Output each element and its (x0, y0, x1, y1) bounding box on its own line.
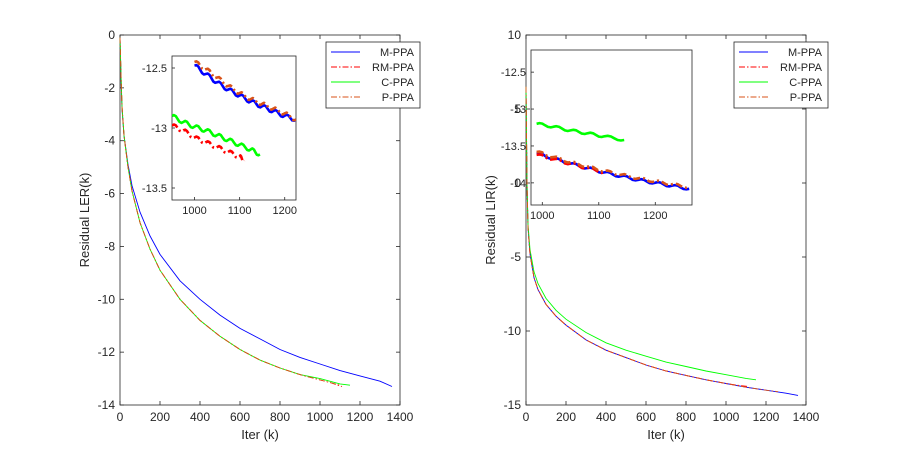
lir-chart: 0 200 400 600 800 1000 1200 1400 10 5 0 -5 -10 -15 Ite… (483, 28, 829, 442)
x-tick-label: 400 (190, 410, 210, 424)
legend-label: M-PPA (788, 47, 823, 59)
y-tick-label: 0 (108, 28, 115, 42)
y-tick-label: -10 (98, 292, 116, 306)
legend-label: RM-PPA (372, 62, 415, 74)
inset-series-c-ppa (536, 121, 625, 142)
inset-x-tick-label: 1200 (272, 205, 296, 217)
legend-label: P-PPA (790, 92, 823, 104)
inset-zoom: 1000 1100 1200 -12.5 -13 -13.5 (142, 55, 297, 217)
x-tick-label: 1000 (713, 410, 740, 424)
x-axis-label: Iter (k) (647, 427, 685, 442)
series-line-p-ppa (119, 37, 341, 386)
series-line-p-ppa (525, 86, 779, 393)
y-tick-label: -6 (104, 187, 115, 201)
inset-y-tick-label: -14 (510, 178, 526, 190)
y-tick-label: -10 (504, 324, 522, 338)
inset-x-tick-label: 1000 (530, 210, 554, 222)
y-tick-label: -14 (98, 398, 116, 412)
x-tick-label: 0 (117, 410, 124, 424)
y-tick-label: 5 (514, 102, 521, 116)
x-tick-label: 200 (150, 410, 170, 424)
x-tick-label: 400 (596, 410, 616, 424)
x-tick-label: 1200 (753, 410, 780, 424)
x-tick-label: 0 (523, 410, 530, 424)
inset-series-m-ppa (194, 63, 296, 122)
x-tick-label: 600 (636, 410, 656, 424)
legend-box (325, 41, 421, 109)
inset-series-p-ppa (194, 59, 296, 122)
inset-x-tick-label: 1100 (587, 210, 611, 222)
legend-label: C-PPA (381, 77, 414, 89)
y-axis-label: Residual LIR(k) (483, 175, 498, 265)
inset-y-tick-label: -13.5 (142, 183, 167, 195)
y-tick-label: -5 (510, 250, 521, 264)
legend-label: M-PPA (380, 47, 415, 59)
inset-zoom: 1000 1100 1200 -12.5 -13 -13.5 -14 (501, 49, 693, 222)
y-tick-label: -4 (104, 134, 115, 148)
inset-series-m-ppa (536, 151, 690, 191)
x-tick-label: 800 (676, 410, 696, 424)
x-tick-label: 1400 (387, 410, 414, 424)
legend-label: P-PPA (382, 92, 415, 104)
y-tick-label: 10 (508, 28, 522, 42)
ler-chart: 0 200 400 600 800 1000 1200 1400 0 -2 -4 -6 -8 -10 -12… (77, 28, 421, 442)
inset-y-tick-label: -13.5 (501, 141, 526, 153)
legend-label: C-PPA (789, 77, 822, 89)
inset-y-tick-label: -12.5 (142, 63, 167, 75)
legend: M-PPA RM-PPA C-PPA P-PPA (325, 41, 421, 109)
inset-x-tick-label: 1200 (643, 210, 667, 222)
x-tick-label: 1000 (307, 410, 334, 424)
inset-x-tick-label: 1000 (182, 205, 206, 217)
inset-y-tick-label: -12.5 (501, 67, 526, 79)
y-axis-label: Residual LER(k) (77, 173, 92, 268)
x-tick-label: 600 (230, 410, 250, 424)
y-tick-label: -8 (104, 239, 115, 253)
inset-series-p-ppa (536, 150, 690, 190)
y-tick-label: -15 (504, 398, 522, 412)
inset-series-rm-ppa (172, 123, 246, 163)
inset-series-c-ppa (172, 113, 261, 157)
x-tick-label: 1200 (347, 410, 374, 424)
y-tick-label: -12 (98, 345, 116, 359)
y-tick-label: 0 (514, 176, 521, 190)
inset-y-tick-label: -13 (151, 123, 167, 135)
x-axis-label: Iter (k) (241, 427, 279, 442)
inset-x-tick-label: 1100 (228, 205, 252, 217)
inset-y-tick-label: -13 (510, 104, 526, 116)
legend-label: RM-PPA (780, 62, 823, 74)
y-tick-label: -2 (104, 81, 115, 95)
x-tick-label: 200 (556, 410, 576, 424)
legend: M-PPA RM-PPA C-PPA P-PPA (733, 41, 829, 109)
x-tick-label: 1400 (793, 410, 820, 424)
legend-box (733, 41, 829, 109)
x-tick-label: 800 (270, 410, 290, 424)
